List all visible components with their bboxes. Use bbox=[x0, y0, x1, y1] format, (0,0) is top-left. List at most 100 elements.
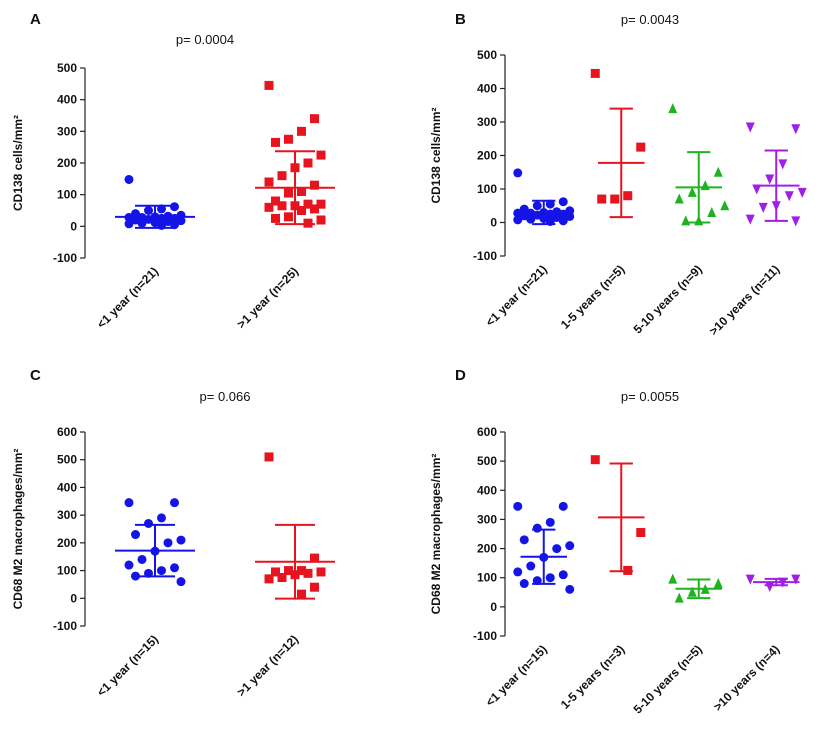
data-point bbox=[131, 530, 140, 540]
y-tick-label: 200 bbox=[477, 542, 497, 556]
data-point bbox=[623, 191, 633, 201]
y-axis-label: CD138 cells/mm² bbox=[429, 107, 443, 203]
data-point bbox=[513, 501, 523, 511]
y-tick-label: 200 bbox=[57, 536, 77, 550]
data-point bbox=[124, 560, 134, 570]
data-point bbox=[264, 80, 274, 90]
y-tick-label: 300 bbox=[57, 124, 77, 138]
data-point bbox=[157, 566, 166, 576]
data-point bbox=[636, 528, 646, 538]
data-point bbox=[623, 565, 633, 575]
x-tick-label: >10 years (n=4) bbox=[711, 642, 783, 714]
data-point bbox=[513, 215, 523, 225]
data-point bbox=[713, 578, 723, 589]
data-point bbox=[558, 501, 568, 511]
data-point bbox=[137, 218, 147, 228]
y-tick-label: -100 bbox=[53, 619, 77, 633]
data-point bbox=[590, 68, 600, 78]
x-tick-label: 5-10 years (n=9) bbox=[631, 262, 705, 336]
data-point bbox=[176, 216, 186, 226]
data-point bbox=[700, 583, 710, 594]
data-point bbox=[137, 554, 147, 564]
data-point bbox=[797, 187, 807, 198]
data-point bbox=[674, 193, 684, 204]
data-point bbox=[264, 452, 274, 462]
data-point bbox=[532, 201, 542, 211]
y-axis-label: CD68 M2 macrophages/mm² bbox=[11, 449, 25, 610]
data-point bbox=[668, 103, 678, 114]
data-point bbox=[519, 204, 529, 214]
data-point bbox=[590, 455, 600, 465]
data-point bbox=[150, 546, 160, 556]
data-point bbox=[157, 513, 166, 523]
data-point bbox=[297, 126, 306, 136]
data-point bbox=[316, 199, 326, 209]
y-tick-label: 0 bbox=[70, 591, 77, 605]
x-tick-label: >1 year (n=25) bbox=[234, 264, 301, 331]
y-tick-label: 400 bbox=[57, 93, 77, 107]
data-point bbox=[720, 200, 730, 211]
y-tick-label: 0 bbox=[70, 219, 77, 233]
data-point bbox=[771, 201, 781, 212]
data-point bbox=[310, 180, 319, 190]
data-point bbox=[681, 215, 691, 226]
data-point bbox=[170, 563, 179, 573]
data-point bbox=[310, 553, 319, 563]
data-point bbox=[791, 574, 801, 585]
data-point bbox=[597, 194, 607, 204]
data-point bbox=[519, 535, 529, 545]
data-point bbox=[144, 568, 153, 578]
data-point bbox=[131, 571, 140, 581]
y-tick-label: 0 bbox=[490, 216, 497, 230]
y-tick-label: 0 bbox=[490, 600, 497, 614]
data-point bbox=[745, 574, 755, 585]
x-tick-label: <1 year (n=21) bbox=[483, 262, 550, 329]
data-point bbox=[264, 202, 274, 212]
data-point bbox=[565, 584, 575, 594]
data-point bbox=[545, 517, 555, 527]
data-point bbox=[297, 566, 306, 576]
y-tick-label: 400 bbox=[477, 483, 497, 497]
data-point bbox=[271, 567, 280, 577]
data-point bbox=[297, 206, 306, 215]
data-point bbox=[163, 538, 173, 548]
data-point bbox=[687, 586, 697, 597]
data-point bbox=[310, 114, 319, 124]
data-point bbox=[170, 498, 179, 508]
data-point bbox=[778, 577, 788, 588]
data-point bbox=[758, 202, 768, 213]
y-tick-label: 200 bbox=[477, 149, 497, 163]
data-point bbox=[271, 196, 280, 206]
data-point bbox=[284, 566, 293, 576]
data-point bbox=[552, 544, 562, 554]
panel-label: A bbox=[30, 11, 41, 28]
data-point bbox=[157, 220, 166, 230]
data-point bbox=[144, 206, 153, 215]
panel-label: B bbox=[455, 11, 466, 28]
y-tick-label: -100 bbox=[473, 629, 497, 643]
x-tick-label: <1 year (n=21) bbox=[94, 264, 161, 331]
x-tick-label: 1-5 years (n=3) bbox=[558, 642, 628, 712]
data-point bbox=[745, 214, 755, 225]
data-point bbox=[513, 567, 523, 577]
data-point bbox=[277, 171, 287, 181]
data-point bbox=[303, 218, 313, 228]
data-point bbox=[532, 576, 542, 586]
data-point bbox=[144, 518, 153, 528]
data-point bbox=[284, 212, 293, 222]
panel: Ap= 0.0004 CD138 cells/mm² -100 0 100 200 300 4… bbox=[11, 11, 335, 331]
chart-title: p= 0.066 bbox=[200, 389, 251, 404]
data-point bbox=[687, 186, 697, 197]
data-point bbox=[170, 220, 179, 230]
data-point bbox=[264, 574, 274, 584]
x-tick-label: >1 year (n=12) bbox=[234, 632, 301, 699]
y-tick-label: 100 bbox=[477, 182, 497, 196]
chart-title: p= 0.0055 bbox=[621, 389, 679, 404]
y-tick-label: 200 bbox=[57, 156, 77, 170]
data-point bbox=[694, 215, 704, 226]
data-point bbox=[752, 184, 762, 195]
data-point bbox=[713, 166, 723, 177]
data-point bbox=[791, 216, 801, 227]
data-point bbox=[745, 122, 755, 133]
y-tick-label: 300 bbox=[477, 512, 497, 526]
